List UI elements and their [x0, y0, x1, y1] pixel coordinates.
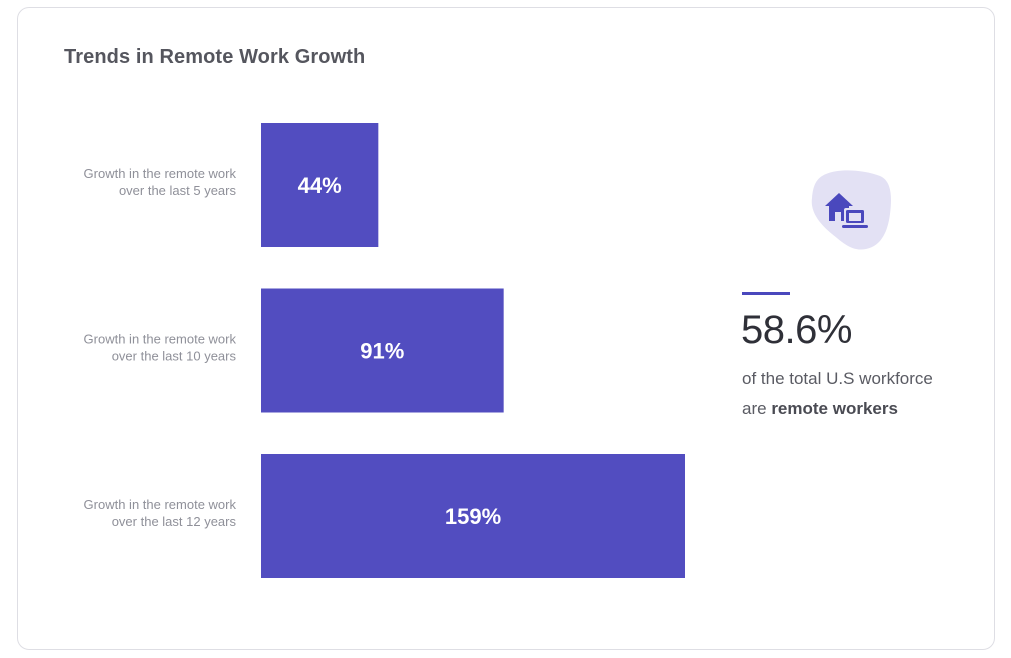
stat-text-are: are	[742, 399, 767, 418]
remote-work-icon-badge	[808, 168, 894, 252]
bar-value-label-2: 91%	[360, 339, 404, 364]
category-label-3-line-1: Growth in the remote work	[84, 497, 237, 512]
bar-2	[261, 288, 504, 413]
bar-value-label-3: 159%	[445, 504, 501, 529]
bar-1	[261, 123, 379, 247]
stat-text-bold: remote workers	[771, 399, 898, 418]
category-label-3-line-2: over the last 12 years	[112, 514, 237, 529]
stat-text-line1: of the total U.S workforce	[742, 369, 933, 388]
stat-text-line2: are remote workers	[742, 394, 982, 424]
stat-description: of the total U.S workforce are remote wo…	[742, 364, 982, 424]
house-laptop-icon	[825, 193, 868, 228]
bar-value-label-1: 44%	[298, 173, 342, 198]
category-label-2-line-1: Growth in the remote work	[84, 332, 237, 347]
category-label-1-line-2: over the last 5 years	[119, 183, 237, 198]
category-label-1-line-1: Growth in the remote work	[84, 166, 237, 181]
category-label-2-line-2: over the last 10 years	[112, 349, 237, 364]
chart-title: Trends in Remote Work Growth	[64, 46, 366, 68]
stat-accent-line	[742, 292, 790, 295]
bar-3	[261, 454, 685, 578]
stat-value: 58.6%	[741, 308, 852, 352]
